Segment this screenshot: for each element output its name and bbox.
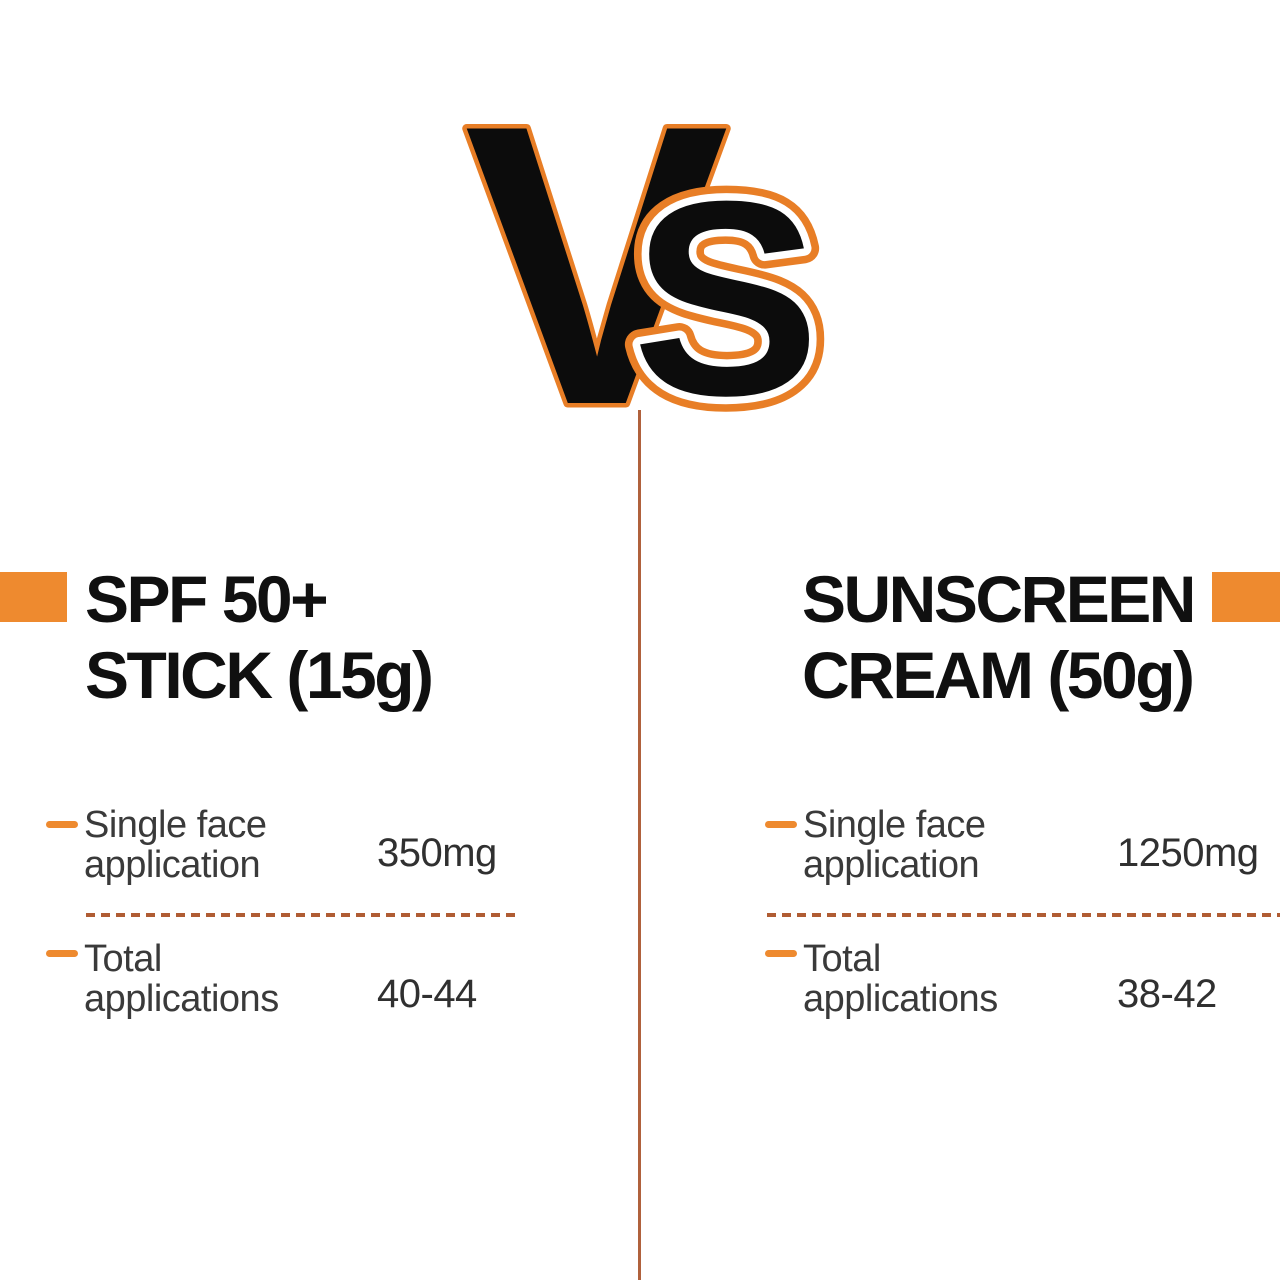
vs-letter-s: S	[632, 143, 820, 430]
left-row1-label-line2: application	[84, 844, 261, 886]
right-row2-label-line1: Total	[803, 938, 881, 980]
right-title-line1: SUNSCREEN	[802, 562, 1196, 636]
left-row1-value: 350mg	[377, 831, 497, 875]
right-row2-value: 38-42	[1117, 972, 1217, 1016]
center-divider-line	[638, 410, 641, 1280]
dash-bullet-icon	[46, 950, 78, 957]
vs-letter-s-outline: S	[632, 143, 820, 430]
right-row1-value: 1250mg	[1117, 831, 1259, 875]
left-product-title: SPF 50+ STICK (15g)	[85, 561, 434, 713]
right-dashed-divider	[767, 913, 1280, 917]
left-title-line1: SPF 50+	[85, 562, 329, 636]
left-title-line2: STICK (15g)	[85, 638, 434, 712]
right-row2-label-line2: applications	[803, 978, 998, 1020]
right-title-line2: CREAM (50g)	[802, 638, 1195, 712]
left-accent-bar	[0, 572, 67, 622]
right-product-title: SUNSCREEN CREAM (50g)	[802, 561, 1196, 713]
right-row1-label-line2: application	[803, 844, 980, 886]
dash-bullet-icon	[765, 821, 797, 828]
left-dashed-divider	[86, 913, 515, 917]
right-row2-label: Total applications	[803, 939, 998, 1019]
vs-letter-v: V	[464, 90, 731, 430]
left-row2-label: Total applications	[84, 939, 279, 1019]
left-row2-value: 40-44	[377, 972, 477, 1016]
left-row2-label-line2: applications	[84, 978, 279, 1020]
left-row2-label-line1: Total	[84, 938, 162, 980]
right-row1-label: Single face application	[803, 805, 986, 885]
vs-badge: V S S	[460, 90, 836, 430]
dash-bullet-icon	[765, 950, 797, 957]
dash-bullet-icon	[46, 821, 78, 828]
left-row1-label-line1: Single face	[84, 804, 267, 846]
right-row1-label-line1: Single face	[803, 804, 986, 846]
right-accent-bar	[1212, 572, 1280, 622]
left-row1-label: Single face application	[84, 805, 267, 885]
